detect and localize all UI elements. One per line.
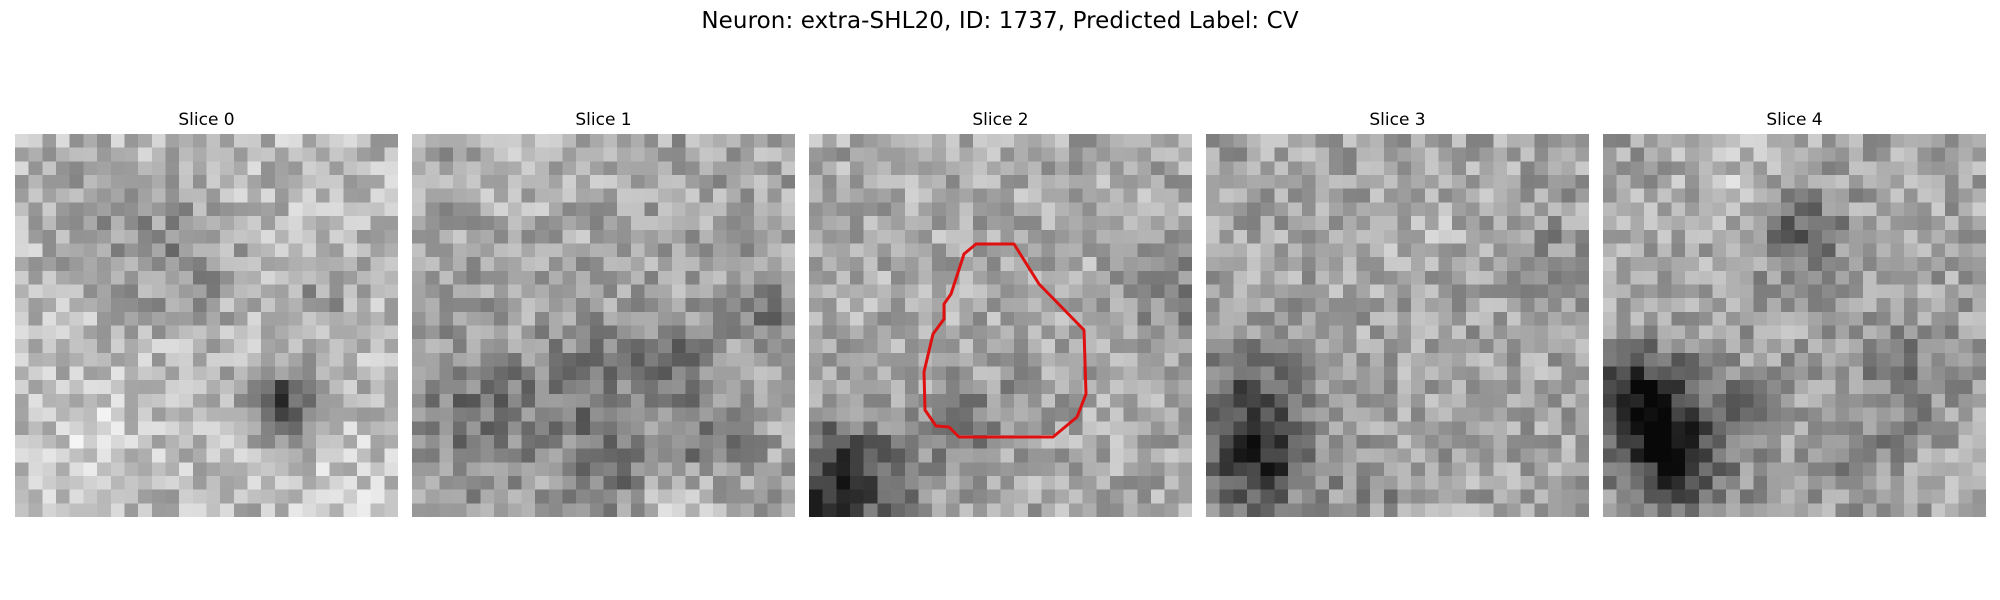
- slice-3-title: Slice 3: [1369, 110, 1426, 130]
- figure-title: Neuron: extra-SHL20, ID: 1737, Predicted…: [701, 8, 1299, 34]
- roi-contour: [922, 242, 1088, 439]
- roi-contour-overlay: [922, 242, 1088, 439]
- slice-0-image: [15, 134, 398, 517]
- slice-2-image: [809, 134, 1192, 517]
- slice-1-image: [412, 134, 795, 517]
- slice-1-title: Slice 1: [575, 110, 632, 130]
- slice-4-title: Slice 4: [1766, 110, 1823, 130]
- slice-2-title: Slice 2: [972, 110, 1029, 130]
- slice-3-image: [1206, 134, 1589, 517]
- slice-4-image: [1603, 134, 1986, 517]
- slice-0-title: Slice 0: [178, 110, 235, 130]
